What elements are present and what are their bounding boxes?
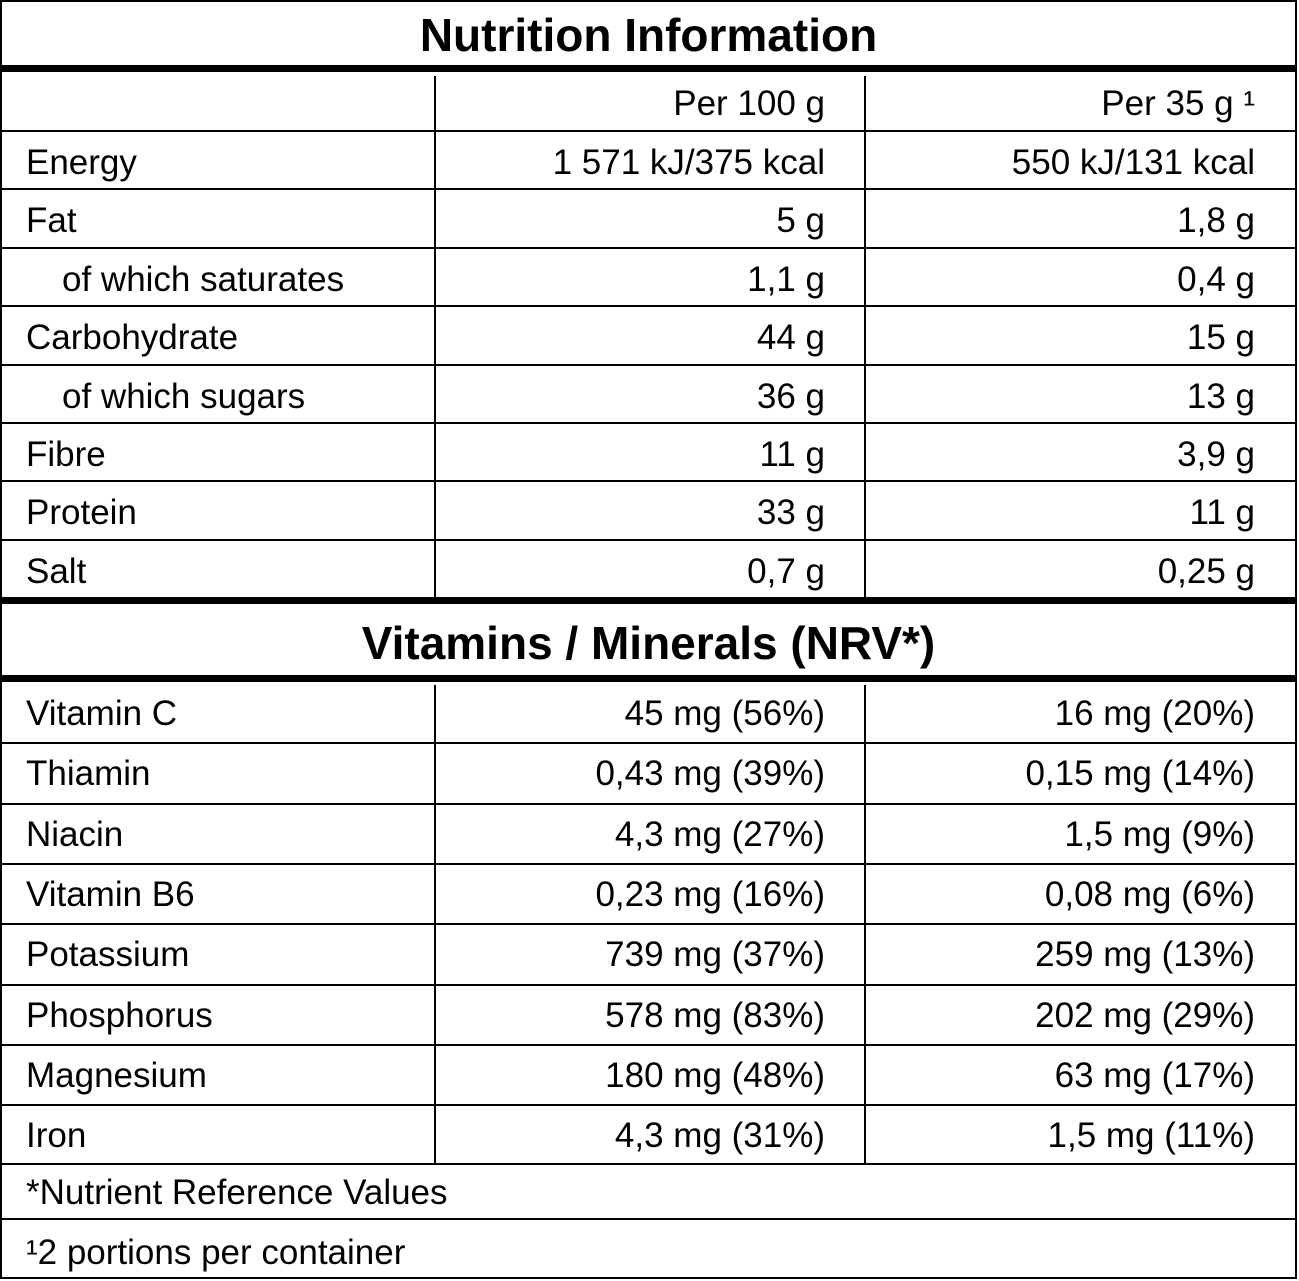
row-divider [0, 802, 1297, 805]
value-per-35g: 3,9 g [1177, 435, 1255, 474]
row-divider [0, 983, 1297, 986]
value-per-35g: 11 g [1189, 493, 1255, 533]
vitamin-name: Vitamin B6 [26, 874, 195, 914]
value-per-100g: 1 571 kJ/375 kcal [552, 143, 825, 182]
value-per-100g: 33 g [756, 493, 825, 533]
value-per-35g: 63 mg (17%) [1054, 1055, 1255, 1095]
value-per-100g: 0,23 mg (16%) [595, 874, 825, 914]
vitamins-bottom-divider [0, 1163, 1297, 1165]
nutrient-name: of which saturates [62, 259, 345, 299]
title-divider [0, 65, 1297, 72]
vitamin-row: Potassium 739 mg (37%) 259 mg (13%) [0, 925, 1297, 983]
value-per-35g: 0,25 g [1157, 551, 1255, 591]
header-per-35g: Per 35 g ¹ [1101, 84, 1255, 123]
value-per-35g: 13 g [1186, 376, 1255, 416]
vitamin-row: Iron 4,3 mg (31%) 1,5 mg (11%) [0, 1106, 1297, 1164]
value-per-100g: 45 mg (56%) [624, 694, 825, 733]
nutrient-name: Energy [26, 143, 137, 182]
nutrient-name: Fat [26, 201, 77, 241]
nutrient-name: Carbohydrate [26, 318, 239, 358]
header-row: Per 100 g Per 35 g ¹ [0, 72, 1297, 130]
vitamin-row: Niacin 4,3 mg (27%) 1,5 mg (9%) [0, 805, 1297, 863]
value-per-35g: 15 g [1186, 318, 1255, 358]
vitamin-name: Thiamin [26, 754, 151, 794]
value-per-35g: 1,8 g [1177, 201, 1255, 241]
nutrient-name: Salt [26, 551, 87, 591]
value-per-100g: 11 g [759, 435, 825, 474]
row-divider [0, 246, 1297, 249]
nutrient-name: Fibre [26, 435, 106, 474]
vitamin-row: Vitamin B6 0,23 mg (16%) 0,08 mg (6%) [0, 865, 1297, 923]
nutrition-row: Salt 0,7 g 0,25 g [0, 541, 1297, 597]
row-divider [0, 422, 1297, 424]
nutrition-row: of which saturates 1,1 g 0,4 g [0, 249, 1297, 305]
vitamin-row: Thiamin 0,43 mg (39%) 0,15 mg (14%) [0, 744, 1297, 802]
vitamins-divider-bottom [0, 675, 1297, 682]
vitamins-divider-top [0, 597, 1297, 604]
row-divider [0, 305, 1297, 308]
row-divider [0, 363, 1297, 366]
vitamin-row: Vitamin C 45 mg (56%) 16 mg (20%) [0, 684, 1297, 742]
value-per-100g: 4,3 mg (31%) [614, 1116, 825, 1156]
footnote-nrv: *Nutrient Reference Values [26, 1173, 448, 1212]
value-per-100g: 5 g [776, 201, 825, 241]
value-per-100g: 44 g [756, 318, 825, 358]
vitamin-row: Magnesium 180 mg (48%) 63 mg (17%) [0, 1046, 1297, 1104]
row-divider [0, 538, 1297, 541]
footnote-portions: ¹2 portions per container [26, 1233, 406, 1272]
row-divider [0, 862, 1297, 865]
vitamin-row: Phosphorus 578 mg (83%) 202 mg (29%) [0, 986, 1297, 1044]
column-divider-2 [864, 76, 866, 598]
nutrient-name: of which sugars [62, 376, 306, 416]
value-per-35g: 0,08 mg (6%) [1044, 874, 1255, 914]
vitamin-name: Niacin [26, 814, 124, 854]
value-per-35g: 1,5 mg (9%) [1064, 814, 1255, 854]
value-per-100g: 36 g [756, 376, 825, 416]
nutrition-row: Fibre 11 g 3,9 g [0, 424, 1297, 480]
vitamin-column-divider-2 [864, 685, 866, 1164]
vitamin-column-divider-1 [434, 685, 436, 1164]
nutrition-row: Energy 1 571 kJ/375 kcal 550 kJ/131 kcal [0, 132, 1297, 188]
value-per-35g: 202 mg (29%) [1035, 995, 1255, 1035]
value-per-100g: 180 mg (48%) [605, 1055, 825, 1095]
value-per-100g: 0,43 mg (39%) [595, 754, 825, 794]
value-per-35g: 0,4 g [1177, 259, 1255, 299]
row-divider [0, 130, 1297, 132]
row-divider [0, 188, 1297, 191]
row-divider [0, 1043, 1297, 1046]
value-per-100g: 4,3 mg (27%) [614, 814, 825, 854]
value-per-35g: 16 mg (20%) [1054, 694, 1255, 733]
nutrition-row: of which sugars 36 g 13 g [0, 366, 1297, 422]
vitamin-name: Iron [26, 1116, 87, 1156]
nutrition-row: Protein 33 g 11 g [0, 482, 1297, 538]
footnote-divider [0, 1218, 1297, 1220]
vitamins-title: Vitamins / Minerals (NRV*) [361, 617, 936, 669]
header-per-100g: Per 100 g [673, 84, 825, 123]
value-per-100g: 1,1 g [747, 259, 825, 299]
vitamin-name: Vitamin C [26, 694, 178, 733]
nutrition-row: Carbohydrate 44 g 15 g [0, 307, 1297, 363]
value-per-100g: 739 mg (37%) [605, 935, 825, 975]
nutrition-title: Nutrition Information [419, 9, 878, 61]
vitamin-name: Potassium [26, 935, 190, 975]
row-divider [0, 923, 1297, 926]
vitamin-name: Phosphorus [26, 995, 213, 1035]
value-per-35g: 550 kJ/131 kcal [1011, 143, 1255, 182]
value-per-100g: 578 mg (83%) [605, 995, 825, 1035]
value-per-35g: 0,15 mg (14%) [1025, 754, 1255, 794]
value-per-100g: 0,7 g [747, 551, 825, 591]
column-divider-1 [434, 76, 436, 598]
row-divider [0, 480, 1297, 483]
value-per-35g: 1,5 mg (11%) [1047, 1116, 1256, 1156]
row-divider [0, 1104, 1297, 1107]
nutrition-row: Fat 5 g 1,8 g [0, 190, 1297, 246]
nutrient-name: Protein [26, 493, 137, 533]
row-divider [0, 742, 1297, 745]
vitamin-name: Magnesium [26, 1055, 207, 1095]
value-per-35g: 259 mg (13%) [1035, 935, 1255, 975]
